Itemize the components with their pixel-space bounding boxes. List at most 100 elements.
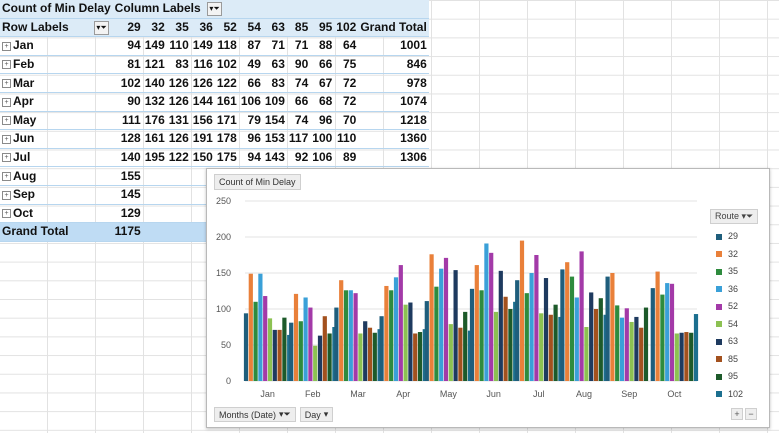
bar[interactable] [327, 333, 332, 381]
bar[interactable] [665, 283, 670, 381]
bar[interactable] [398, 265, 403, 381]
day-filter-button[interactable]: Day ▾ [299, 407, 334, 422]
bar[interactable] [524, 293, 529, 381]
bar[interactable] [515, 280, 520, 381]
bar[interactable] [263, 296, 268, 381]
bar[interactable] [529, 273, 534, 381]
bar[interactable] [539, 313, 544, 381]
bar[interactable] [484, 243, 489, 381]
bar[interactable] [417, 332, 423, 381]
bar[interactable] [363, 321, 368, 381]
bar[interactable] [674, 333, 679, 381]
bar[interactable] [334, 307, 339, 381]
expand-field-button[interactable]: + [731, 408, 743, 420]
bar[interactable] [339, 280, 344, 381]
bar[interactable] [624, 308, 629, 381]
column-labels-filter-icon[interactable]: ▾⏷ [207, 2, 223, 17]
bar[interactable] [348, 290, 353, 381]
months-date-filter-button[interactable]: Months (Date) ▾⏷ [214, 407, 296, 422]
bar[interactable] [293, 293, 299, 381]
bar[interactable] [463, 311, 468, 381]
row-labels-filter-icon[interactable]: ▾⏷ [94, 20, 110, 35]
bar[interactable] [303, 297, 308, 381]
bar[interactable] [267, 318, 273, 381]
expand-icon[interactable]: + [2, 79, 11, 88]
bar[interactable] [489, 252, 494, 381]
bar[interactable] [569, 276, 575, 381]
bar[interactable] [619, 317, 625, 381]
bar[interactable] [424, 301, 429, 381]
bar[interactable] [298, 321, 303, 381]
bar[interactable] [343, 290, 349, 381]
bar[interactable] [474, 265, 479, 381]
bar[interactable] [565, 262, 570, 381]
bar[interactable] [498, 270, 503, 381]
bar[interactable] [248, 273, 253, 381]
bar[interactable] [353, 293, 358, 381]
bar[interactable] [655, 271, 660, 381]
bar[interactable] [317, 335, 323, 381]
bar[interactable] [322, 316, 327, 381]
bar[interactable] [243, 313, 249, 381]
bar[interactable] [458, 327, 463, 381]
legend-route-filter[interactable]: Route ▾⏷ [710, 209, 759, 224]
bar[interactable] [439, 268, 444, 381]
bar[interactable] [289, 322, 294, 381]
bar[interactable] [615, 305, 620, 381]
bar[interactable] [639, 327, 644, 381]
bar[interactable] [393, 277, 399, 381]
bar[interactable] [308, 307, 313, 381]
bar[interactable] [413, 333, 418, 381]
bar[interactable] [443, 257, 449, 381]
bar[interactable] [434, 286, 439, 381]
bar[interactable] [508, 309, 513, 381]
bar[interactable] [503, 296, 508, 381]
bar[interactable] [253, 301, 258, 381]
bar[interactable] [605, 276, 610, 381]
bar[interactable] [277, 329, 282, 381]
bar[interactable] [598, 298, 603, 381]
bar[interactable] [358, 333, 363, 381]
expand-icon[interactable]: + [2, 60, 11, 70]
bar[interactable] [684, 332, 689, 381]
bar[interactable] [453, 270, 458, 381]
bar[interactable] [610, 273, 615, 381]
bar[interactable] [679, 332, 684, 381]
bar[interactable] [367, 327, 373, 381]
expand-icon[interactable]: + [2, 171, 11, 181]
bar[interactable] [589, 292, 594, 381]
bar[interactable] [660, 294, 665, 381]
bar[interactable] [548, 314, 553, 381]
expand-icon[interactable]: + [2, 116, 11, 126]
bar[interactable] [543, 278, 549, 381]
bar[interactable] [408, 302, 413, 381]
bar[interactable] [574, 297, 579, 381]
bar[interactable] [553, 304, 558, 381]
bar[interactable] [693, 314, 699, 381]
bar[interactable] [534, 255, 539, 381]
bar[interactable] [479, 290, 484, 381]
bar[interactable] [593, 309, 599, 381]
bar[interactable] [429, 254, 434, 381]
bar[interactable] [689, 332, 694, 381]
bar[interactable] [669, 283, 675, 381]
bar[interactable] [519, 240, 525, 381]
bar[interactable] [650, 288, 655, 381]
collapse-field-button[interactable]: − [745, 408, 757, 420]
expand-icon[interactable]: + [2, 97, 11, 107]
bar[interactable] [272, 329, 277, 381]
bar[interactable] [493, 311, 499, 381]
bar[interactable] [448, 324, 453, 381]
expand-icon[interactable]: + [2, 153, 11, 163]
bar[interactable] [560, 269, 565, 381]
bar[interactable] [313, 345, 318, 381]
expand-icon[interactable]: + [2, 41, 11, 51]
expand-icon[interactable]: + [2, 190, 11, 200]
chart-field-button[interactable]: Count of Min Delay [214, 174, 301, 190]
bar[interactable] [643, 307, 649, 381]
bar[interactable] [379, 316, 384, 381]
bar[interactable] [282, 317, 287, 381]
bar[interactable] [384, 285, 389, 381]
bar[interactable] [634, 316, 639, 381]
bar[interactable] [629, 321, 634, 381]
